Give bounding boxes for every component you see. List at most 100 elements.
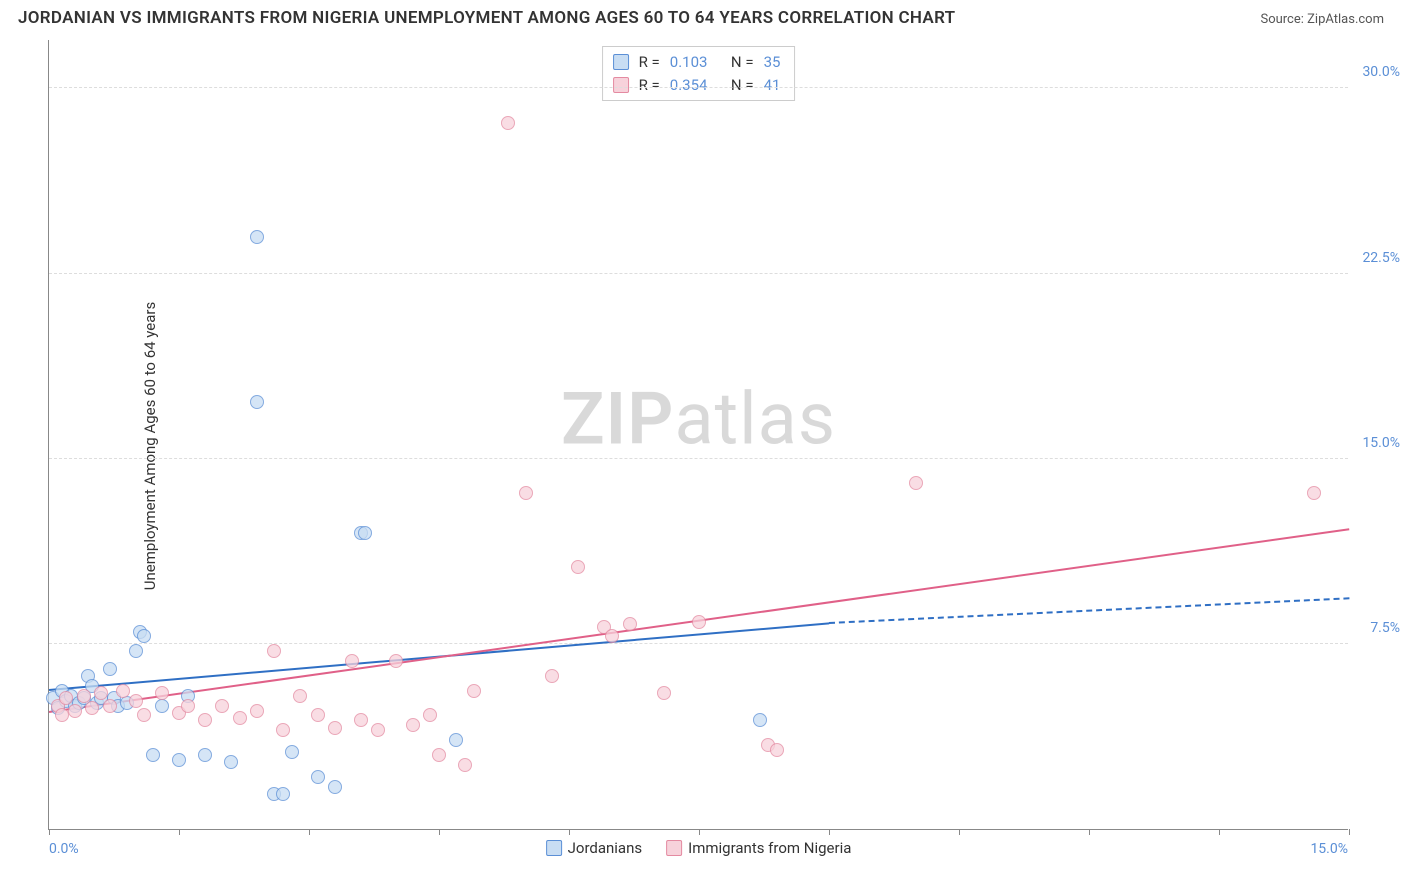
data-point bbox=[692, 615, 706, 629]
data-point bbox=[85, 701, 99, 715]
scatter-plot-area: ZIPatlas R = 0.103 N = 35R = 0.354 N = 41 0.… bbox=[48, 40, 1348, 830]
x-tick bbox=[1089, 829, 1090, 835]
legend-series-label: Immigrants from Nigeria bbox=[688, 839, 851, 857]
gridline bbox=[49, 87, 1348, 88]
legend-swatch bbox=[666, 840, 682, 856]
x-axis-max-label: 15.0% bbox=[1310, 841, 1348, 857]
gridline bbox=[49, 458, 1348, 459]
y-tick-label: 7.5% bbox=[1370, 620, 1400, 636]
legend-r-value: 0.354 bbox=[666, 74, 712, 97]
data-point bbox=[423, 708, 437, 722]
watermark: ZIPatlas bbox=[561, 376, 836, 461]
data-point bbox=[753, 713, 767, 727]
gridline bbox=[49, 273, 1348, 274]
data-point bbox=[172, 753, 186, 767]
x-tick bbox=[309, 829, 310, 835]
data-point bbox=[77, 689, 91, 703]
legend-series-label: Jordanians bbox=[568, 839, 643, 857]
data-point bbox=[519, 486, 533, 500]
x-tick bbox=[179, 829, 180, 835]
data-point bbox=[285, 745, 299, 759]
correlation-legend: R = 0.103 N = 35 R = 0.354 N = 41 bbox=[602, 46, 796, 101]
data-point bbox=[311, 770, 325, 784]
data-point bbox=[250, 395, 264, 409]
data-point bbox=[293, 689, 307, 703]
legend-n-value: 35 bbox=[760, 51, 785, 74]
data-point bbox=[371, 723, 385, 737]
data-point bbox=[198, 748, 212, 762]
x-tick bbox=[829, 829, 830, 835]
data-point bbox=[116, 684, 130, 698]
legend-swatch bbox=[613, 77, 629, 93]
data-point bbox=[657, 686, 671, 700]
data-point bbox=[198, 713, 212, 727]
data-point bbox=[571, 560, 585, 574]
legend-r-label: R = bbox=[639, 74, 660, 97]
data-point bbox=[458, 758, 472, 772]
data-point bbox=[389, 654, 403, 668]
data-point bbox=[146, 748, 160, 762]
y-tick-label: 22.5% bbox=[1362, 250, 1400, 266]
data-point bbox=[137, 708, 151, 722]
data-point bbox=[354, 713, 368, 727]
y-tick-label: 30.0% bbox=[1362, 64, 1400, 80]
legend-n-value: 41 bbox=[760, 74, 785, 97]
legend-swatch bbox=[546, 840, 562, 856]
data-point bbox=[1307, 486, 1321, 500]
data-point bbox=[623, 617, 637, 631]
data-point bbox=[233, 711, 247, 725]
x-tick bbox=[1349, 829, 1350, 835]
x-axis-min-label: 0.0% bbox=[49, 841, 79, 857]
x-tick bbox=[959, 829, 960, 835]
data-point bbox=[276, 787, 290, 801]
data-point bbox=[267, 644, 281, 658]
data-point bbox=[909, 476, 923, 490]
data-point bbox=[311, 708, 325, 722]
legend-r-label: R = bbox=[639, 51, 660, 74]
source-attribution: Source: ZipAtlas.com bbox=[1260, 12, 1384, 27]
data-point bbox=[129, 694, 143, 708]
x-tick bbox=[1219, 829, 1220, 835]
legend-swatch bbox=[613, 54, 629, 70]
data-point bbox=[137, 629, 151, 643]
data-point bbox=[250, 704, 264, 718]
series-legend: Jordanians Immigrants from Nigeria bbox=[546, 839, 852, 857]
data-point bbox=[467, 684, 481, 698]
legend-row: R = 0.103 N = 35 bbox=[613, 51, 785, 74]
legend-n-label: N = bbox=[731, 74, 754, 97]
data-point bbox=[103, 662, 117, 676]
legend-r-value: 0.103 bbox=[666, 51, 712, 74]
data-point bbox=[501, 116, 515, 130]
trend-line bbox=[829, 597, 1349, 624]
x-tick bbox=[439, 829, 440, 835]
data-point bbox=[94, 686, 108, 700]
data-point bbox=[545, 669, 559, 683]
data-point bbox=[224, 755, 238, 769]
legend-item: Jordanians bbox=[546, 839, 643, 857]
chart-title: JORDANIAN VS IMMIGRANTS FROM NIGERIA UNE… bbox=[18, 8, 955, 28]
data-point bbox=[605, 629, 619, 643]
x-tick bbox=[569, 829, 570, 835]
data-point bbox=[328, 780, 342, 794]
data-point bbox=[432, 748, 446, 762]
data-point bbox=[59, 691, 73, 705]
data-point bbox=[358, 526, 372, 540]
data-point bbox=[129, 644, 143, 658]
data-point bbox=[215, 699, 229, 713]
data-point bbox=[406, 718, 420, 732]
data-point bbox=[103, 699, 117, 713]
data-point bbox=[55, 708, 69, 722]
gridline bbox=[49, 643, 1348, 644]
data-point bbox=[181, 699, 195, 713]
data-point bbox=[449, 733, 463, 747]
legend-n-label: N = bbox=[731, 51, 754, 74]
data-point bbox=[155, 686, 169, 700]
data-point bbox=[68, 704, 82, 718]
x-tick bbox=[699, 829, 700, 835]
data-point bbox=[328, 721, 342, 735]
x-tick bbox=[49, 829, 50, 835]
legend-item: Immigrants from Nigeria bbox=[666, 839, 851, 857]
legend-row: R = 0.354 N = 41 bbox=[613, 74, 785, 97]
data-point bbox=[276, 723, 290, 737]
data-point bbox=[345, 654, 359, 668]
